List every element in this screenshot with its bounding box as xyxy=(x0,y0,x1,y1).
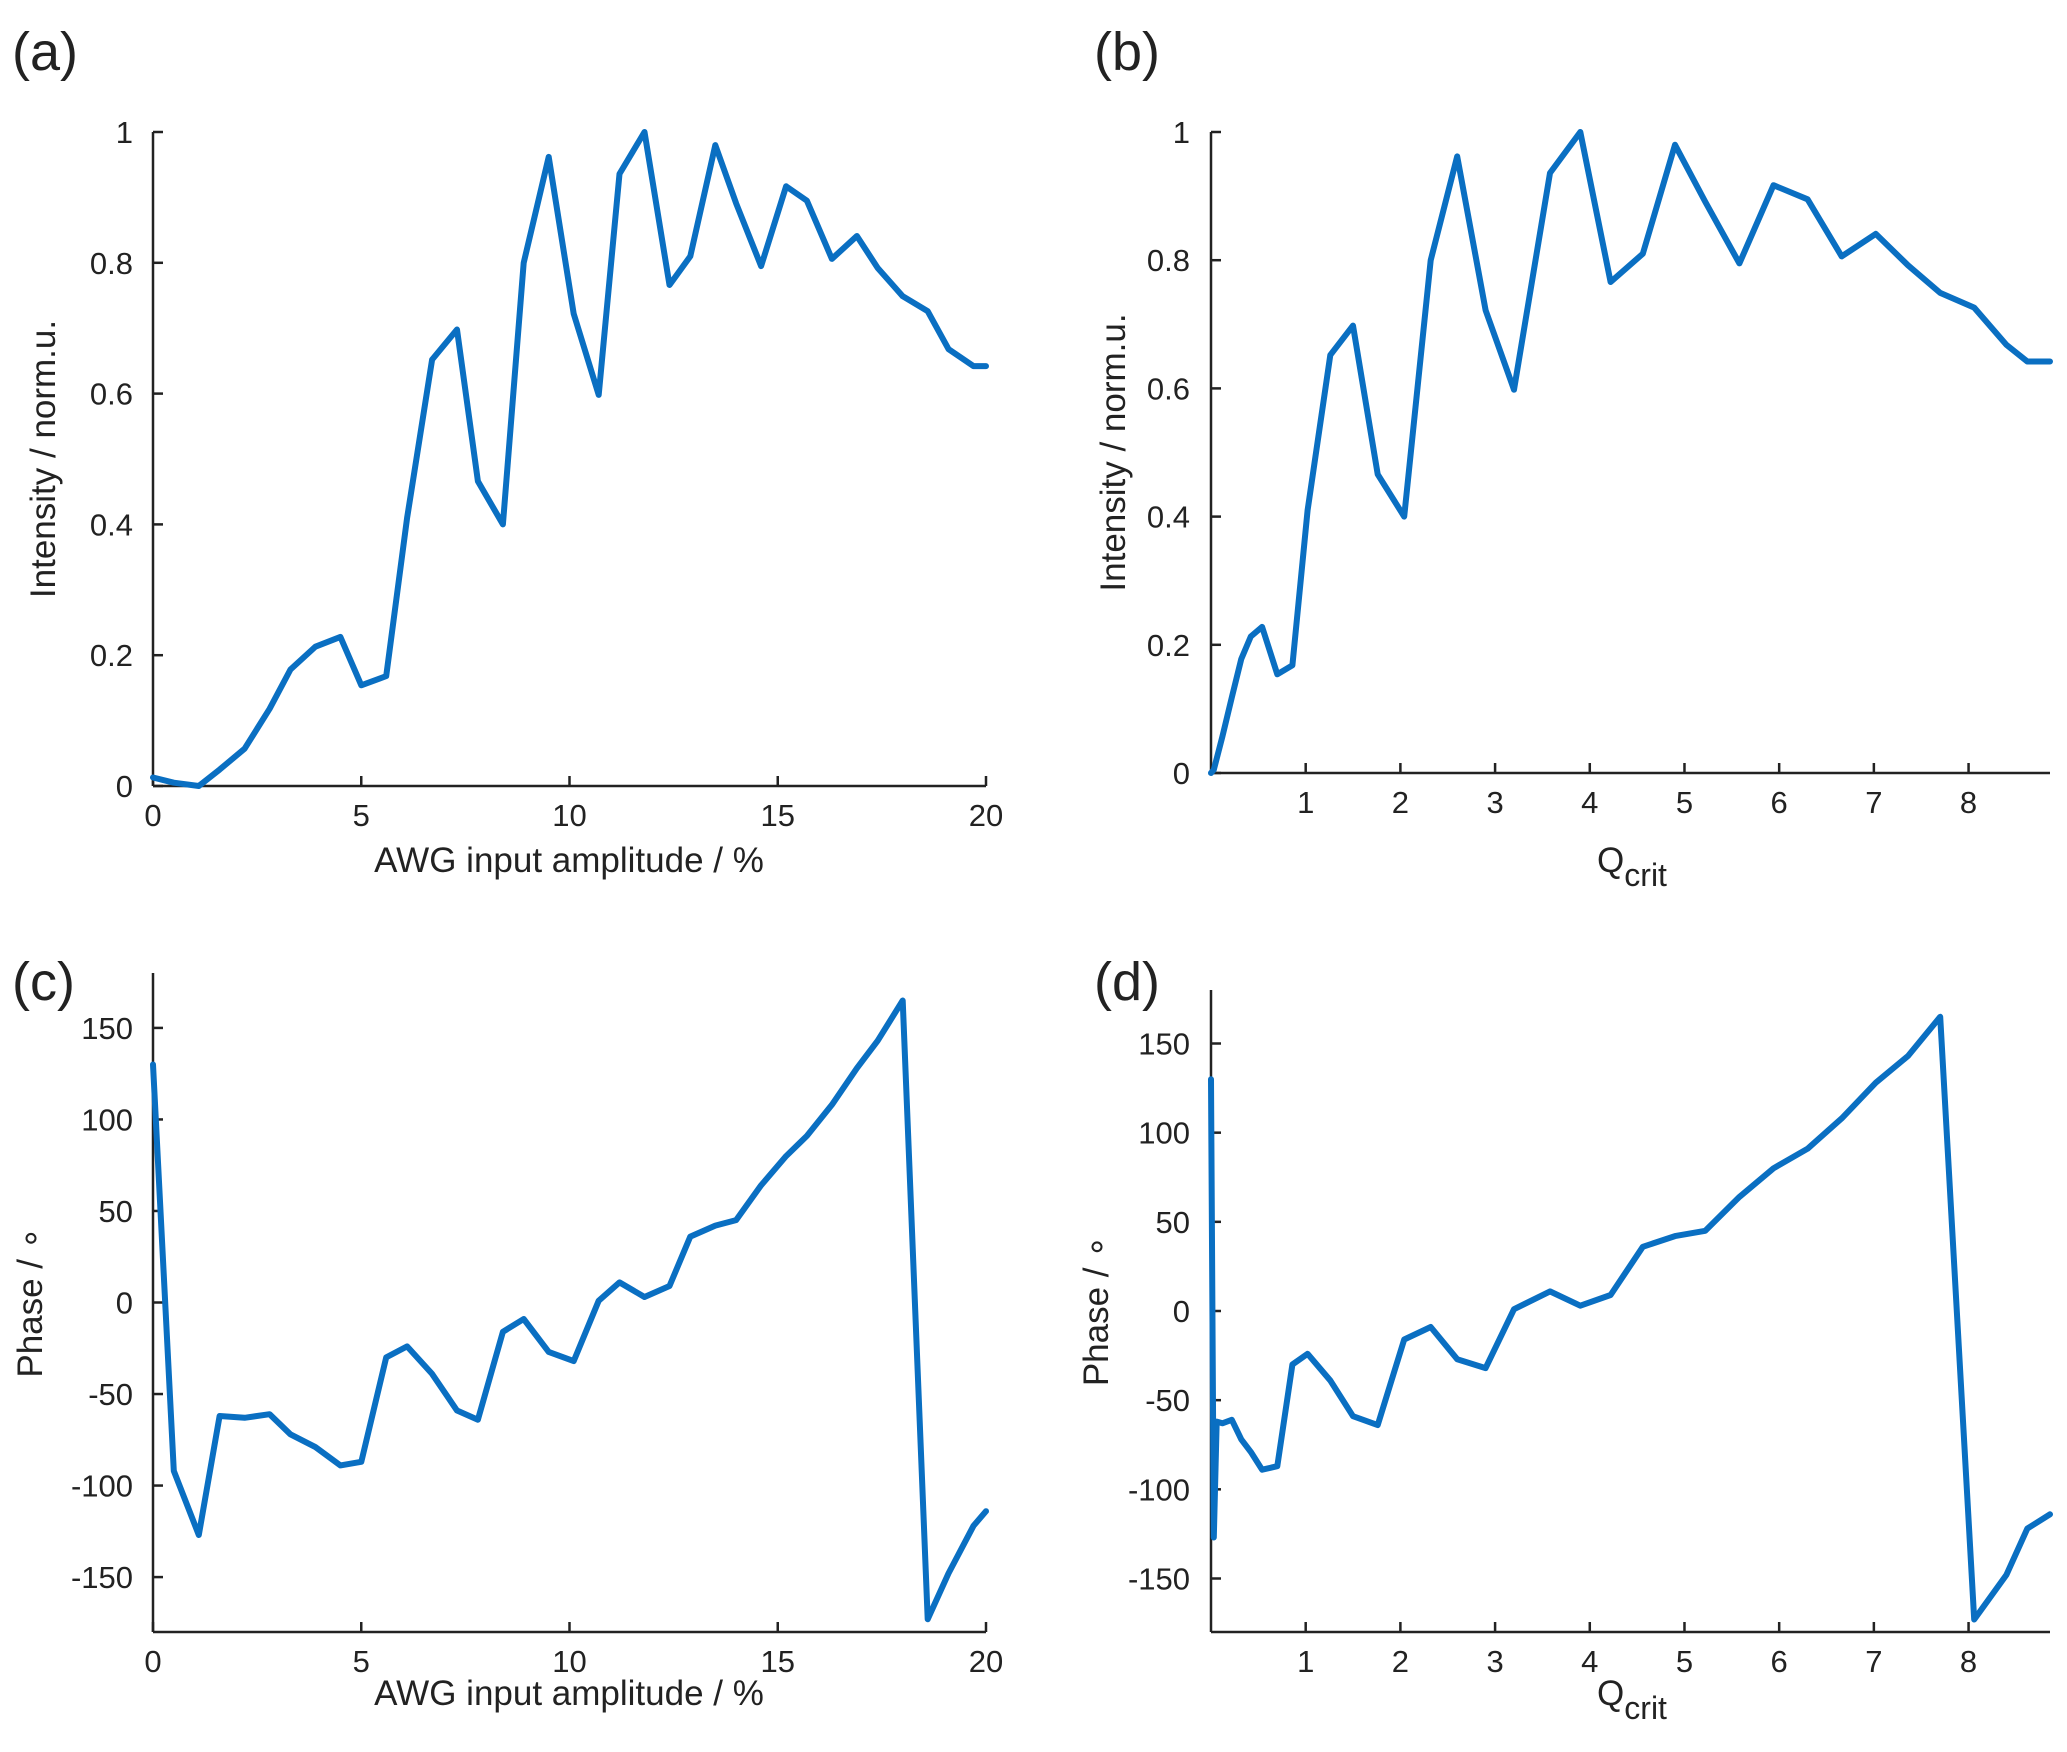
panel-label-d: (d) xyxy=(1094,952,1160,1012)
x-axis-label-a: AWG input amplitude / % xyxy=(374,841,764,880)
y-tick-label-b: 0.6 xyxy=(1147,371,1190,406)
y-tick-label-d: -100 xyxy=(1128,1472,1190,1507)
y-tick-label-d: 100 xyxy=(1138,1116,1190,1151)
x-tick-label-d: 6 xyxy=(1771,1644,1788,1679)
x-tick-label-c: 10 xyxy=(552,1644,586,1679)
x-tick-label-b: 4 xyxy=(1581,785,1598,820)
x-axis-label-d: Qcrit xyxy=(1597,1674,1667,1726)
y-tick-label-b: 0.2 xyxy=(1147,628,1190,663)
panel-label-c: (c) xyxy=(12,952,75,1012)
y-tick-label-d: 150 xyxy=(1138,1027,1190,1062)
y-tick-label-c: 50 xyxy=(99,1194,133,1229)
y-tick-label-d: -50 xyxy=(1145,1383,1190,1418)
y-tick-label-b: 0 xyxy=(1173,756,1190,791)
x-axis-label-c: AWG input amplitude / % xyxy=(374,1674,764,1713)
y-axis-label-d: Phase / ∘ xyxy=(1077,1236,1116,1386)
y-axis-label-c: Phase / ∘ xyxy=(11,1227,50,1377)
x-tick-label-d: 4 xyxy=(1581,1644,1598,1679)
x-tick-label-b: 7 xyxy=(1865,785,1882,820)
panel-label-b: (b) xyxy=(1094,22,1160,82)
x-tick-label-b: 2 xyxy=(1392,785,1409,820)
x-tick-label-d: 3 xyxy=(1486,1644,1503,1679)
x-tick-label-c: 5 xyxy=(353,1644,370,1679)
y-tick-label-c: 150 xyxy=(81,1011,133,1046)
series-line-d xyxy=(1208,1013,2053,1623)
panel-c: -150 -100 -50 0 50 100 150 0 5 10 15 20 Phase / ∘ AWG… xyxy=(11,973,1003,1713)
y-tick-label-c: 100 xyxy=(81,1102,133,1137)
x-tick-label-b: 3 xyxy=(1486,785,1503,820)
y-tick-label-d: 50 xyxy=(1156,1205,1190,1240)
y-tick-label-c: -50 xyxy=(88,1377,133,1412)
series-line-c xyxy=(150,997,989,1623)
x-tick-label-c: 0 xyxy=(144,1644,161,1679)
panel-b: 0 0.2 0.4 0.6 0.8 1 1 2 3 4 5 6 7 8 Intensity / norm.u… xyxy=(1094,115,2053,893)
x-axis-label-b: Qcrit xyxy=(1597,841,1667,893)
x-tick-label-d: 1 xyxy=(1297,1644,1314,1679)
series-line-a xyxy=(150,129,989,789)
x-tick-label-a: 10 xyxy=(552,798,586,833)
x-tick-label-d: 5 xyxy=(1676,1644,1693,1679)
y-axis-label-b: Intensity / norm.u. xyxy=(1094,313,1133,591)
x-tick-label-d: 2 xyxy=(1392,1644,1409,1679)
panel-d: -150 -100 -50 0 50 100 150 1 2 3 4 5 6 7 8 Phase / ∘ Qcr… xyxy=(1077,990,2053,1726)
x-tick-label-d: 8 xyxy=(1960,1644,1977,1679)
x-tick-label-b: 6 xyxy=(1771,785,1788,820)
x-tick-label-a: 15 xyxy=(761,798,795,833)
series-line-b xyxy=(1208,129,2053,776)
x-tick-label-a: 20 xyxy=(969,798,1003,833)
y-tick-label-a: 1 xyxy=(116,115,133,150)
x-tick-label-b: 8 xyxy=(1960,785,1977,820)
y-tick-label-a: 0.4 xyxy=(90,507,133,542)
y-tick-label-c: -100 xyxy=(71,1469,133,1504)
x-tick-label-b: 1 xyxy=(1297,785,1314,820)
panel-label-a: (a) xyxy=(12,22,78,82)
y-axis-label-a: Intensity / norm.u. xyxy=(24,320,63,598)
x-tick-label-a: 5 xyxy=(353,798,370,833)
y-tick-label-c: -150 xyxy=(71,1560,133,1595)
y-tick-label-d: -150 xyxy=(1128,1562,1190,1597)
y-tick-label-d: 0 xyxy=(1173,1294,1190,1329)
x-tick-label-c: 15 xyxy=(761,1644,795,1679)
y-tick-label-c: 0 xyxy=(116,1286,133,1321)
y-tick-label-b: 0.8 xyxy=(1147,243,1190,278)
x-tick-label-c: 20 xyxy=(969,1644,1003,1679)
x-tick-label-b: 5 xyxy=(1676,785,1693,820)
x-tick-label-d: 7 xyxy=(1865,1644,1882,1679)
y-tick-label-a: 0.8 xyxy=(90,246,133,281)
x-tick-label-a: 0 xyxy=(144,798,161,833)
y-tick-label-a: 0 xyxy=(116,769,133,804)
y-tick-label-a: 0.6 xyxy=(90,377,133,412)
y-tick-label-b: 0.4 xyxy=(1147,500,1190,535)
y-tick-label-b: 1 xyxy=(1173,115,1190,150)
y-tick-label-a: 0.2 xyxy=(90,638,133,673)
